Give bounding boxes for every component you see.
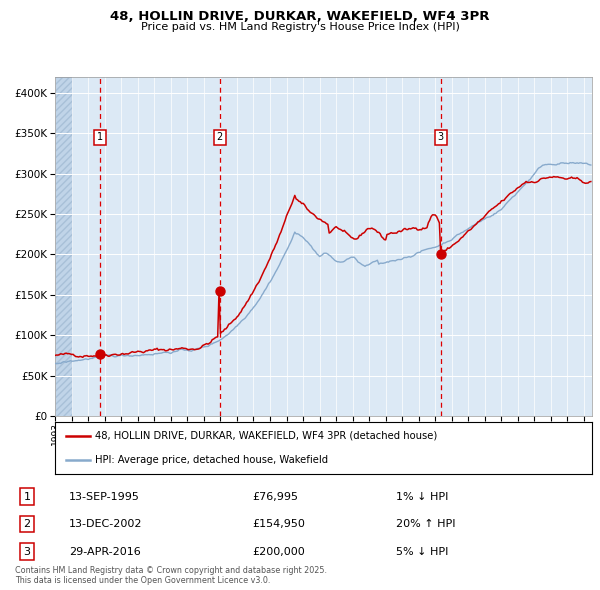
Text: HPI: Average price, detached house, Wakefield: HPI: Average price, detached house, Wake… xyxy=(95,455,329,465)
Text: £154,950: £154,950 xyxy=(252,519,305,529)
Text: 1% ↓ HPI: 1% ↓ HPI xyxy=(396,492,448,502)
Text: 48, HOLLIN DRIVE, DURKAR, WAKEFIELD, WF4 3PR (detached house): 48, HOLLIN DRIVE, DURKAR, WAKEFIELD, WF4… xyxy=(95,431,438,441)
Text: Price paid vs. HM Land Registry's House Price Index (HPI): Price paid vs. HM Land Registry's House … xyxy=(140,22,460,32)
Text: 13-DEC-2002: 13-DEC-2002 xyxy=(69,519,143,529)
Text: 2: 2 xyxy=(23,519,31,529)
Text: 48, HOLLIN DRIVE, DURKAR, WAKEFIELD, WF4 3PR: 48, HOLLIN DRIVE, DURKAR, WAKEFIELD, WF4… xyxy=(110,10,490,23)
Text: 29-APR-2016: 29-APR-2016 xyxy=(69,547,141,556)
Text: Contains HM Land Registry data © Crown copyright and database right 2025.
This d: Contains HM Land Registry data © Crown c… xyxy=(15,566,327,585)
Text: 13-SEP-1995: 13-SEP-1995 xyxy=(69,492,140,502)
Bar xyxy=(55,77,72,416)
Text: 3: 3 xyxy=(23,547,31,556)
Text: 2: 2 xyxy=(217,132,223,142)
Text: £200,000: £200,000 xyxy=(252,547,305,556)
Text: £76,995: £76,995 xyxy=(252,492,298,502)
Text: 1: 1 xyxy=(97,132,103,142)
Text: 1: 1 xyxy=(23,492,31,502)
Bar xyxy=(55,77,72,416)
Text: 20% ↑ HPI: 20% ↑ HPI xyxy=(396,519,455,529)
Text: 3: 3 xyxy=(437,132,444,142)
Text: 5% ↓ HPI: 5% ↓ HPI xyxy=(396,547,448,556)
